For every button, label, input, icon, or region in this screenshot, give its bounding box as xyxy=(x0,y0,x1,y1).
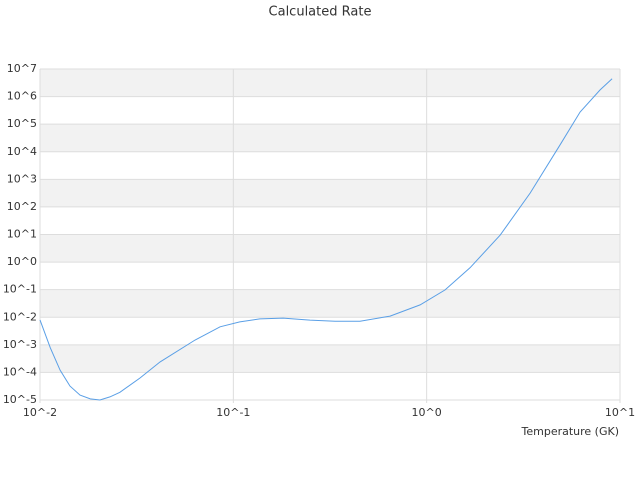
x-tick-label: 10^1 xyxy=(605,406,635,419)
y-tick-label: 10^-2 xyxy=(3,310,37,323)
y-tick-label: 10^-5 xyxy=(3,393,37,406)
grid-band xyxy=(40,151,620,180)
y-tick-label: 10^0 xyxy=(7,255,37,268)
line-series xyxy=(39,78,613,401)
x-axis-label: Temperature (GK) xyxy=(521,425,620,438)
y-tick-label: 10^3 xyxy=(7,172,37,185)
grid-band xyxy=(40,317,620,345)
y-tick-label: 10^-4 xyxy=(3,365,37,378)
grid-band xyxy=(40,289,620,318)
grid-band xyxy=(40,179,620,207)
y-tick-label: 10^5 xyxy=(7,117,37,130)
y-tick-label: 10^-1 xyxy=(3,283,37,296)
grid-band xyxy=(40,96,620,125)
y-tick-label: 10^1 xyxy=(7,228,37,241)
grid-band xyxy=(40,262,620,290)
y-tick-label: 10^7 xyxy=(7,62,37,75)
grid-band xyxy=(40,69,620,97)
grid-band xyxy=(40,344,620,373)
x-tick-label: 10^-1 xyxy=(216,406,250,419)
y-tick-label: 10^6 xyxy=(7,90,37,103)
y-tick-label: 10^2 xyxy=(7,200,37,213)
grid-band xyxy=(40,234,620,263)
y-tick-label: 10^4 xyxy=(7,145,37,158)
grid-band xyxy=(40,372,620,400)
grid-band xyxy=(40,124,620,152)
grid-band xyxy=(40,206,620,235)
chart-title: Calculated Rate xyxy=(269,5,372,20)
x-tick-label: 10^0 xyxy=(412,406,442,419)
y-tick-label: 10^-3 xyxy=(3,338,37,351)
x-tick-label: 10^-2 xyxy=(23,406,57,419)
